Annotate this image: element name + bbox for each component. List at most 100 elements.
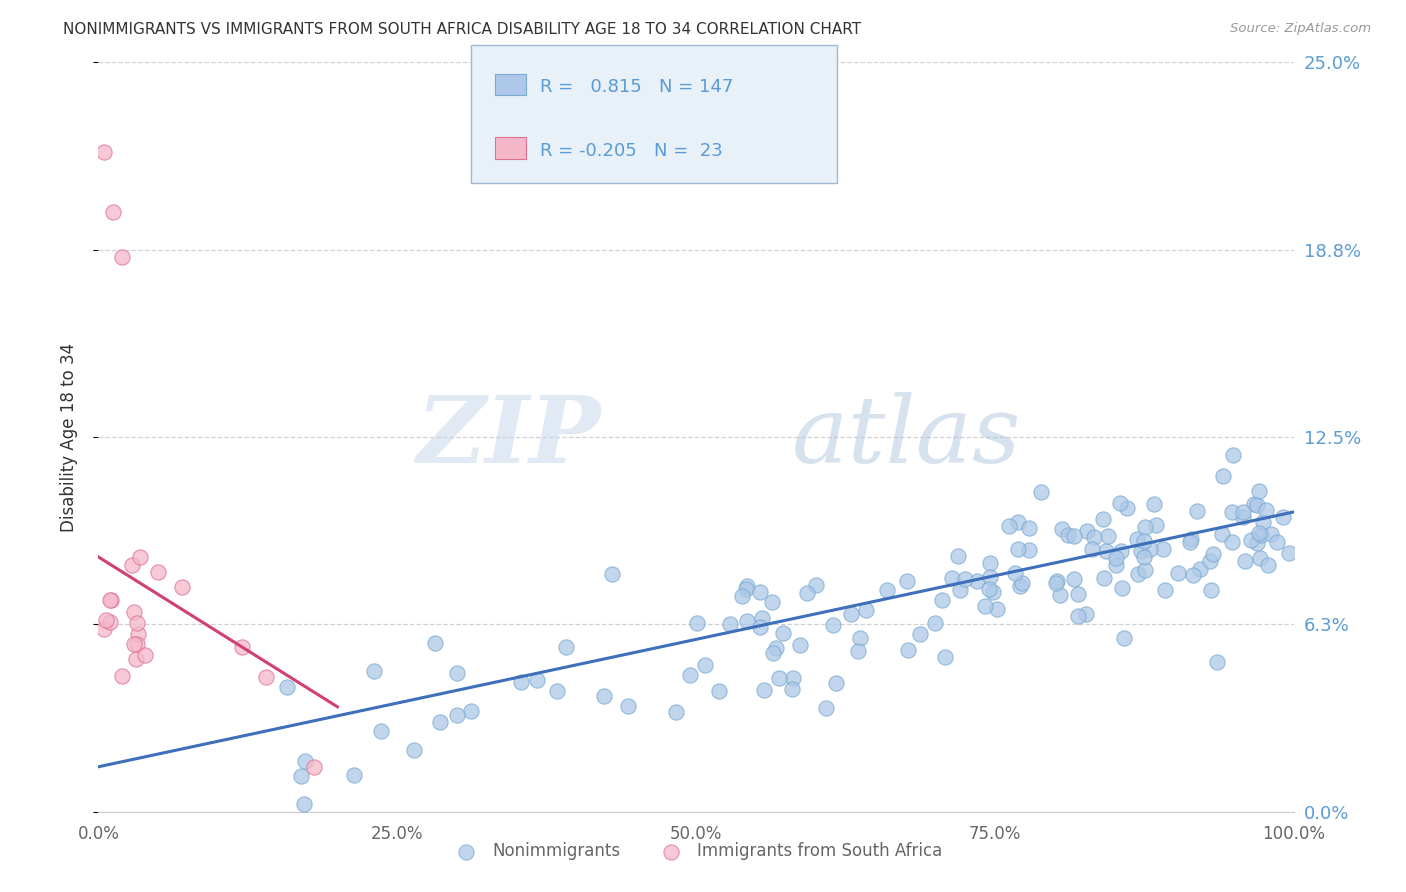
Point <box>1257 558 1279 572</box>
Point <box>1111 582 1133 596</box>
Point <box>825 676 848 690</box>
Point <box>751 611 773 625</box>
Point <box>1153 582 1175 597</box>
Point <box>122 637 145 651</box>
Point <box>1092 570 1115 584</box>
Point <box>302 760 325 774</box>
Point <box>292 797 315 811</box>
Point <box>1057 527 1080 541</box>
Point <box>1272 510 1295 524</box>
Point <box>1095 544 1118 558</box>
Point <box>1114 631 1136 645</box>
Point <box>966 574 988 588</box>
Point <box>1206 655 1229 669</box>
Point <box>1076 524 1098 539</box>
Point <box>782 671 804 685</box>
Point <box>172 580 194 594</box>
Point <box>718 617 741 632</box>
Point <box>100 593 122 607</box>
Point <box>101 205 124 219</box>
Point <box>1109 496 1132 510</box>
Point <box>1254 503 1277 517</box>
Point <box>1202 547 1225 561</box>
Point <box>814 701 837 715</box>
Point <box>617 699 640 714</box>
Point <box>1007 516 1029 530</box>
Point <box>231 640 253 654</box>
Point <box>772 626 794 640</box>
Text: NONIMMIGRANTS VS IMMIGRANTS FROM SOUTH AFRICA DISABILITY AGE 18 TO 34 CORRELATIO: NONIMMIGRANTS VS IMMIGRANTS FROM SOUTH A… <box>63 22 862 37</box>
Point <box>1109 544 1132 558</box>
Point <box>1178 534 1201 549</box>
Point <box>1232 505 1254 519</box>
Point <box>686 615 709 630</box>
Point <box>796 585 818 599</box>
Point <box>839 607 862 622</box>
Y-axis label: Disability Age 18 to 34: Disability Age 18 to 34 <box>59 343 77 532</box>
Point <box>679 668 702 682</box>
Point <box>1081 541 1104 556</box>
Point <box>1067 587 1090 601</box>
Point <box>1246 498 1268 512</box>
Point <box>1187 504 1209 518</box>
Point <box>1249 550 1271 565</box>
Point <box>782 681 804 696</box>
Point <box>1144 518 1167 533</box>
Point <box>1265 535 1288 549</box>
Point <box>734 582 756 596</box>
Point <box>423 636 446 650</box>
Point <box>148 565 170 579</box>
Point <box>1063 529 1085 543</box>
Text: ZIP: ZIP <box>416 392 600 482</box>
Point <box>1092 512 1115 526</box>
Point <box>1133 563 1156 577</box>
Point <box>554 640 576 654</box>
Point <box>1018 543 1040 558</box>
Point <box>1050 522 1073 536</box>
Point <box>93 145 115 160</box>
Point <box>804 578 827 592</box>
Point <box>1143 497 1166 511</box>
Point <box>1104 558 1126 573</box>
Point <box>1126 567 1149 582</box>
Point <box>446 708 468 723</box>
Point <box>986 602 1008 616</box>
Point <box>908 626 931 640</box>
Point <box>1278 546 1301 560</box>
Point <box>446 666 468 681</box>
Point <box>276 680 298 694</box>
Point <box>789 638 811 652</box>
Point <box>948 583 970 598</box>
Point <box>765 641 787 656</box>
Point <box>981 585 1004 599</box>
Point <box>125 615 148 630</box>
Point <box>1260 527 1282 541</box>
Point <box>1249 483 1271 498</box>
Point <box>111 669 134 683</box>
Point <box>1139 542 1161 557</box>
Point <box>125 652 148 666</box>
Point <box>948 549 970 563</box>
Point <box>1067 608 1090 623</box>
Point <box>1074 607 1097 621</box>
Point <box>1198 553 1220 567</box>
Point <box>924 615 946 630</box>
Point <box>761 594 783 608</box>
Point <box>592 689 614 703</box>
Point <box>897 643 920 657</box>
Point <box>737 579 759 593</box>
Point <box>1083 530 1105 544</box>
Point <box>1251 515 1274 529</box>
Point <box>1250 527 1272 541</box>
Point <box>122 605 145 619</box>
Point <box>665 705 688 719</box>
Point <box>693 658 716 673</box>
Point <box>429 715 451 730</box>
Point <box>1247 525 1270 540</box>
Point <box>735 615 758 629</box>
Point <box>290 769 312 783</box>
Point <box>707 684 730 698</box>
Point <box>953 572 976 586</box>
Point <box>1046 574 1069 589</box>
Point <box>370 724 392 739</box>
